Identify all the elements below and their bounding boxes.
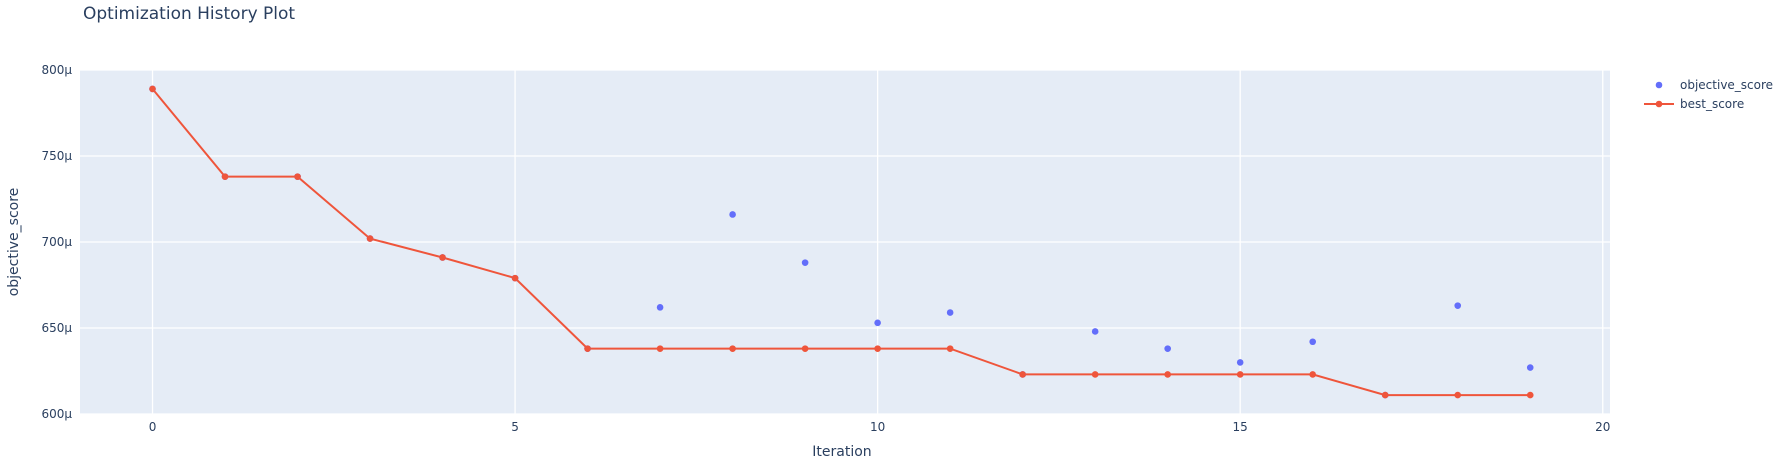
y-tick-label: 650μ	[41, 321, 72, 335]
y-tick-label: 600μ	[41, 407, 72, 421]
x-tick-label: 5	[511, 420, 519, 434]
legend-marker-swatch	[1655, 100, 1663, 108]
objective-score-point	[1309, 338, 1317, 346]
objective-score-point	[1526, 364, 1534, 371]
y-tick-label: 800μ	[41, 63, 72, 77]
objective-score-point	[1236, 359, 1244, 366]
series-points	[149, 85, 1534, 399]
objective-score-point	[1091, 328, 1099, 335]
best-score-point	[511, 274, 519, 282]
best-score-point	[149, 85, 156, 93]
best-score-point	[366, 235, 374, 242]
best-score-point	[729, 345, 736, 352]
y-tick-label: 750μ	[41, 149, 72, 163]
best-score-point	[221, 173, 229, 180]
objective-score-point	[656, 304, 664, 311]
legend-label: best_score	[1680, 97, 1744, 111]
best-score-point	[1236, 371, 1244, 378]
best-score-point	[1019, 371, 1026, 378]
best-score-point	[874, 345, 881, 352]
x-tick-label: 0	[149, 420, 157, 434]
best-score-point	[1454, 391, 1462, 399]
x-tick-label: 20	[1595, 420, 1610, 434]
best-score-point	[1164, 371, 1171, 378]
best-score-point	[294, 173, 301, 180]
objective-score-point	[729, 211, 736, 218]
legend-marker-swatch	[1655, 81, 1663, 89]
x-tick-label: 10	[870, 420, 885, 434]
best-score-point	[801, 345, 809, 352]
y-tick-label: 700μ	[41, 235, 72, 249]
series-lines	[151, 88, 1531, 397]
best-score-point	[1309, 371, 1317, 378]
objective-score-point	[946, 309, 954, 316]
objective-score-point	[1454, 302, 1462, 309]
y-axis-title: objective_score	[6, 188, 22, 297]
best-score-point	[439, 254, 446, 261]
legend[interactable]: objective_score best_score	[1644, 78, 1773, 111]
best-score-point	[1526, 391, 1534, 399]
objective-score-point	[874, 319, 881, 327]
legend-label: objective_score	[1680, 78, 1773, 92]
best-score-point	[946, 345, 954, 352]
best-score-line	[151, 88, 1531, 397]
objective-score-point	[1164, 345, 1171, 352]
x-tick-labels: 0 5 10 15 20	[149, 420, 1611, 434]
best-score-point	[1381, 391, 1389, 399]
legend-item-objective-score[interactable]: objective_score	[1655, 78, 1773, 92]
grid-lines	[80, 69, 1610, 415]
objective-score-point	[801, 259, 809, 266]
legend-item-best-score[interactable]: best_score	[1644, 97, 1744, 111]
x-axis-title: Iteration	[812, 444, 871, 460]
best-score-point	[584, 345, 591, 352]
x-tick-label: 15	[1233, 420, 1248, 434]
y-tick-labels: 600μ 650μ 700μ 750μ 800μ	[41, 63, 72, 421]
best-score-point	[1091, 371, 1099, 378]
chart-title: Optimization History Plot	[83, 4, 296, 24]
best-score-point	[656, 345, 664, 352]
